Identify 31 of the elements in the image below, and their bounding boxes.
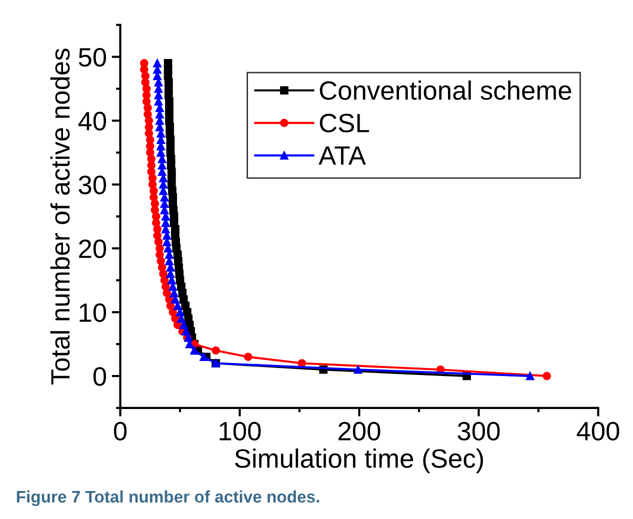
- point: [190, 346, 199, 355]
- point: [244, 352, 252, 362]
- legend-label: Conventional scheme: [320, 80, 572, 100]
- point: [140, 65, 148, 74]
- point: [156, 250, 164, 259]
- y-tick-label: 20: [79, 239, 106, 258]
- caption: Figure 7 Total number of active nodes.: [16, 490, 320, 506]
- y-tick-label: 50: [78, 48, 106, 67]
- point: [542, 372, 551, 380]
- point: [146, 148, 154, 157]
- legend-label: ATA: [318, 146, 366, 165]
- x-axis-title: Simulation time (Sec): [235, 448, 483, 474]
- point: [153, 59, 162, 68]
- y-tick-label: 30: [78, 176, 106, 194]
- legend-label: CSL: [320, 114, 369, 132]
- y-tick-label: 10: [80, 303, 106, 322]
- point: [526, 372, 534, 380]
- y-axis-title: Total number of active nodes: [50, 48, 70, 385]
- x-tick-label: 100: [220, 422, 261, 441]
- point: [212, 346, 220, 355]
- point: [354, 365, 362, 374]
- point: [156, 256, 166, 266]
- x-tick-label: 400: [576, 422, 620, 441]
- y-tick-label: 40: [78, 112, 106, 130]
- point: [150, 193, 158, 202]
- x-tick-label: 0: [114, 422, 127, 441]
- y-tick-label: 0: [93, 367, 106, 386]
- point: [298, 359, 306, 368]
- point: [200, 352, 208, 362]
- x-tick-label: 200: [338, 422, 380, 441]
- x-tick-label: 300: [458, 422, 500, 441]
